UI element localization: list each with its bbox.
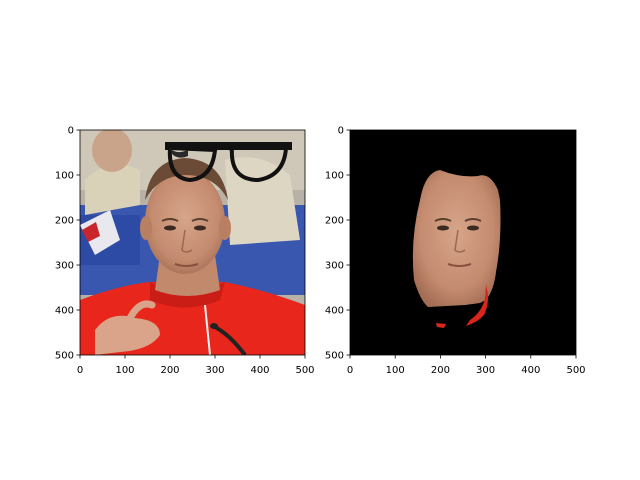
left-ytick-label: 100 [55, 171, 74, 182]
right-ytick-label: 100 [325, 171, 344, 182]
left-ytick-label: 500 [55, 351, 74, 362]
left-ytick-label: 300 [55, 261, 74, 272]
left-photo [80, 128, 305, 355]
left-ytick-label: 400 [55, 306, 74, 317]
right-ytick-label: 400 [325, 306, 344, 317]
right-ytick-label: 200 [325, 216, 344, 227]
left-ytick-label: 200 [55, 216, 74, 227]
right-xtick-label: 400 [521, 365, 540, 376]
segmented-face [413, 170, 501, 328]
left-xtick-label: 500 [295, 365, 314, 376]
right-xtick-label: 300 [476, 365, 495, 376]
right-xtick-label: 200 [431, 365, 450, 376]
right-ytick-label: 0 [338, 126, 344, 137]
left-xtick-label: 100 [115, 365, 134, 376]
left-xtick-label: 300 [205, 365, 224, 376]
left-image-panel [80, 128, 305, 355]
right-xtick-label: 100 [386, 365, 405, 376]
left-xtick-label: 400 [250, 365, 269, 376]
right-image-panel [350, 130, 576, 355]
right-xtick-label: 0 [347, 365, 353, 376]
left-xtick-label: 200 [160, 365, 179, 376]
right-xtick-label: 500 [566, 365, 585, 376]
right-ytick-label: 500 [325, 351, 344, 362]
left-xtick-label: 0 [77, 365, 83, 376]
right-ytick-label: 300 [325, 261, 344, 272]
left-ytick-label: 0 [68, 126, 74, 137]
